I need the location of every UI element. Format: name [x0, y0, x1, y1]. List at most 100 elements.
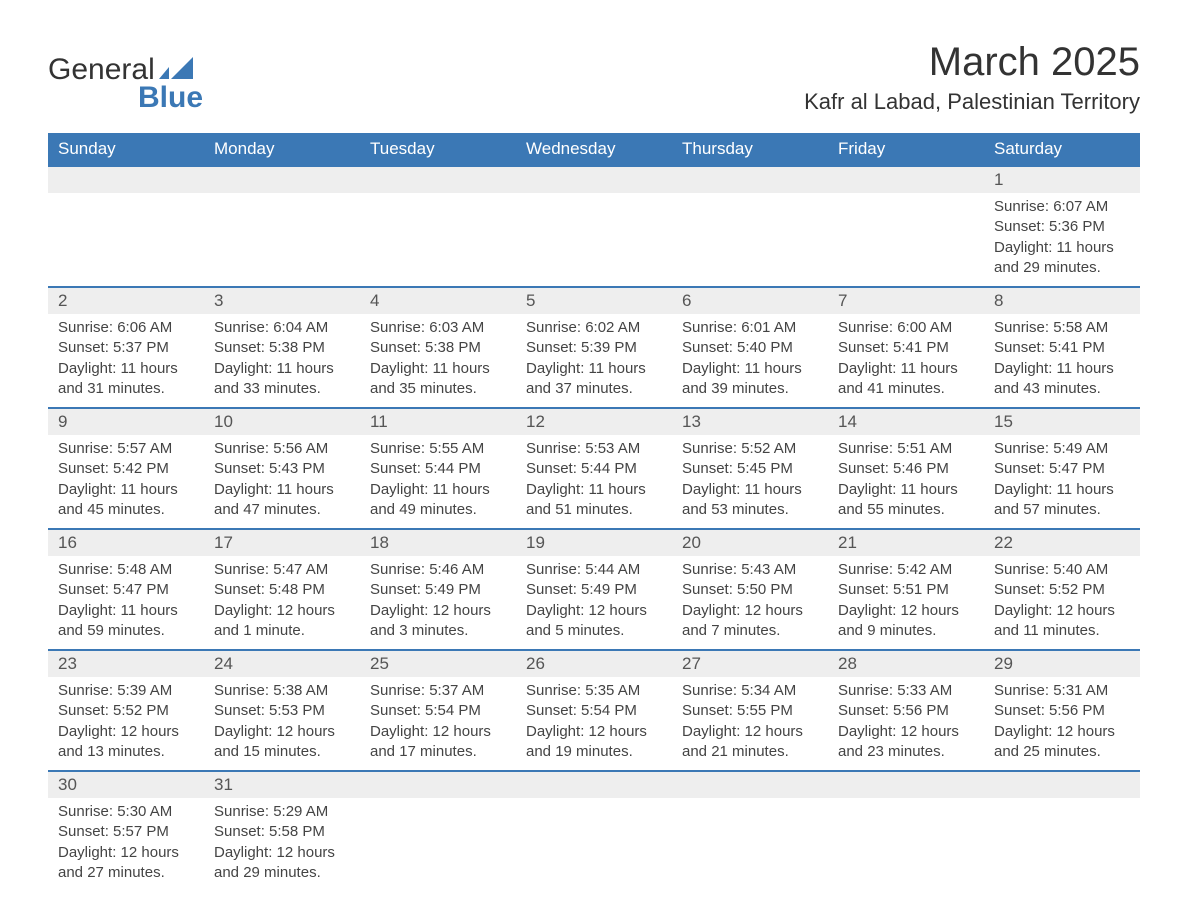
weekday-header: Thursday: [672, 133, 828, 166]
day-data-cell: Sunrise: 6:07 AMSunset: 5:36 PMDaylight:…: [984, 193, 1140, 287]
day-data: Sunrise: 5:49 AMSunset: 5:47 PMDaylight:…: [984, 435, 1140, 528]
day-sunset: Sunset: 5:52 PM: [994, 580, 1130, 600]
day-number-cell: 9: [48, 408, 204, 435]
day-number-cell: 26: [516, 650, 672, 677]
day-sunrise: Sunrise: 5:37 AM: [370, 681, 506, 701]
day-number: 15: [984, 409, 1140, 435]
day-number: 7: [828, 288, 984, 314]
day-number: 30: [48, 772, 204, 798]
day-number: 27: [672, 651, 828, 677]
day-number: 5: [516, 288, 672, 314]
day-sunset: Sunset: 5:56 PM: [838, 701, 974, 721]
day-data-cell: Sunrise: 5:46 AMSunset: 5:49 PMDaylight:…: [360, 556, 516, 650]
day-sunrise: Sunrise: 6:00 AM: [838, 318, 974, 338]
day-number-cell: 6: [672, 287, 828, 314]
day-sunset: Sunset: 5:36 PM: [994, 217, 1130, 237]
weekday-header: Sunday: [48, 133, 204, 166]
day-number-cell: 18: [360, 529, 516, 556]
day-data-cell: Sunrise: 5:48 AMSunset: 5:47 PMDaylight:…: [48, 556, 204, 650]
day-data-cell: Sunrise: 5:49 AMSunset: 5:47 PMDaylight:…: [984, 435, 1140, 529]
day-data-cell: Sunrise: 5:30 AMSunset: 5:57 PMDaylight:…: [48, 798, 204, 891]
day-sunrise: Sunrise: 6:07 AM: [994, 197, 1130, 217]
calendar-week-numbers: 9101112131415: [48, 408, 1140, 435]
day-number-cell: 29: [984, 650, 1140, 677]
day-data-cell: Sunrise: 5:31 AMSunset: 5:56 PMDaylight:…: [984, 677, 1140, 771]
day-daylight: Daylight: 11 hours and 49 minutes.: [370, 480, 506, 521]
day-sunrise: Sunrise: 5:42 AM: [838, 560, 974, 580]
day-number: 1: [984, 167, 1140, 193]
header: General Blue March 2025 Kafr al Labad, P…: [48, 40, 1140, 115]
day-number: 6: [672, 288, 828, 314]
day-sunrise: Sunrise: 6:02 AM: [526, 318, 662, 338]
day-data: [48, 193, 204, 225]
day-sunset: Sunset: 5:58 PM: [214, 822, 350, 842]
day-sunset: Sunset: 5:50 PM: [682, 580, 818, 600]
day-data-cell: Sunrise: 5:35 AMSunset: 5:54 PMDaylight:…: [516, 677, 672, 771]
day-sunrise: Sunrise: 5:44 AM: [526, 560, 662, 580]
day-number: 25: [360, 651, 516, 677]
day-number-cell: 8: [984, 287, 1140, 314]
day-sunset: Sunset: 5:51 PM: [838, 580, 974, 600]
day-number: 22: [984, 530, 1140, 556]
day-number-cell: 10: [204, 408, 360, 435]
day-number: 17: [204, 530, 360, 556]
day-number-cell: [516, 771, 672, 798]
day-number: [516, 167, 672, 193]
day-number-cell: 14: [828, 408, 984, 435]
day-number: 13: [672, 409, 828, 435]
calendar-header-row: SundayMondayTuesdayWednesdayThursdayFrid…: [48, 133, 1140, 166]
day-sunset: Sunset: 5:55 PM: [682, 701, 818, 721]
day-number: 11: [360, 409, 516, 435]
day-number: 3: [204, 288, 360, 314]
day-daylight: Daylight: 12 hours and 29 minutes.: [214, 843, 350, 884]
day-data-cell: [828, 798, 984, 891]
title-block: March 2025 Kafr al Labad, Palestinian Te…: [804, 40, 1140, 115]
day-data: Sunrise: 5:29 AMSunset: 5:58 PMDaylight:…: [204, 798, 360, 891]
day-daylight: Daylight: 11 hours and 39 minutes.: [682, 359, 818, 400]
page-subtitle: Kafr al Labad, Palestinian Territory: [804, 89, 1140, 115]
day-number: 14: [828, 409, 984, 435]
day-number-cell: [48, 166, 204, 193]
day-data-cell: Sunrise: 5:52 AMSunset: 5:45 PMDaylight:…: [672, 435, 828, 529]
day-sunrise: Sunrise: 5:34 AM: [682, 681, 818, 701]
day-number-cell: [828, 771, 984, 798]
day-data: Sunrise: 6:06 AMSunset: 5:37 PMDaylight:…: [48, 314, 204, 407]
day-data: Sunrise: 5:55 AMSunset: 5:44 PMDaylight:…: [360, 435, 516, 528]
day-number-cell: 15: [984, 408, 1140, 435]
day-number: [672, 167, 828, 193]
day-sunset: Sunset: 5:57 PM: [58, 822, 194, 842]
day-daylight: Daylight: 11 hours and 29 minutes.: [994, 238, 1130, 279]
day-number: 31: [204, 772, 360, 798]
day-data: Sunrise: 5:57 AMSunset: 5:42 PMDaylight:…: [48, 435, 204, 528]
day-data: [360, 798, 516, 830]
day-number: 20: [672, 530, 828, 556]
page-title: March 2025: [804, 40, 1140, 85]
day-number-cell: 2: [48, 287, 204, 314]
day-number: 26: [516, 651, 672, 677]
day-number: 21: [828, 530, 984, 556]
day-number-cell: 25: [360, 650, 516, 677]
day-data: Sunrise: 5:33 AMSunset: 5:56 PMDaylight:…: [828, 677, 984, 770]
day-number: 18: [360, 530, 516, 556]
day-sunset: Sunset: 5:53 PM: [214, 701, 350, 721]
day-data: Sunrise: 5:52 AMSunset: 5:45 PMDaylight:…: [672, 435, 828, 528]
logo-text-blue: Blue: [138, 81, 203, 115]
calendar-week-numbers: 1: [48, 166, 1140, 193]
day-sunrise: Sunrise: 5:30 AM: [58, 802, 194, 822]
weekday-header: Monday: [204, 133, 360, 166]
day-daylight: Daylight: 12 hours and 1 minute.: [214, 601, 350, 642]
day-number-cell: 27: [672, 650, 828, 677]
day-daylight: Daylight: 11 hours and 59 minutes.: [58, 601, 194, 642]
day-number-cell: 22: [984, 529, 1140, 556]
weekday-header: Saturday: [984, 133, 1140, 166]
day-number-cell: 23: [48, 650, 204, 677]
day-sunrise: Sunrise: 5:51 AM: [838, 439, 974, 459]
day-data: [204, 193, 360, 225]
day-number-cell: [360, 771, 516, 798]
day-data: Sunrise: 6:03 AMSunset: 5:38 PMDaylight:…: [360, 314, 516, 407]
day-data: [828, 193, 984, 225]
day-number-cell: 12: [516, 408, 672, 435]
calendar-week-data: Sunrise: 5:48 AMSunset: 5:47 PMDaylight:…: [48, 556, 1140, 650]
day-data: Sunrise: 5:30 AMSunset: 5:57 PMDaylight:…: [48, 798, 204, 891]
day-data: Sunrise: 5:56 AMSunset: 5:43 PMDaylight:…: [204, 435, 360, 528]
